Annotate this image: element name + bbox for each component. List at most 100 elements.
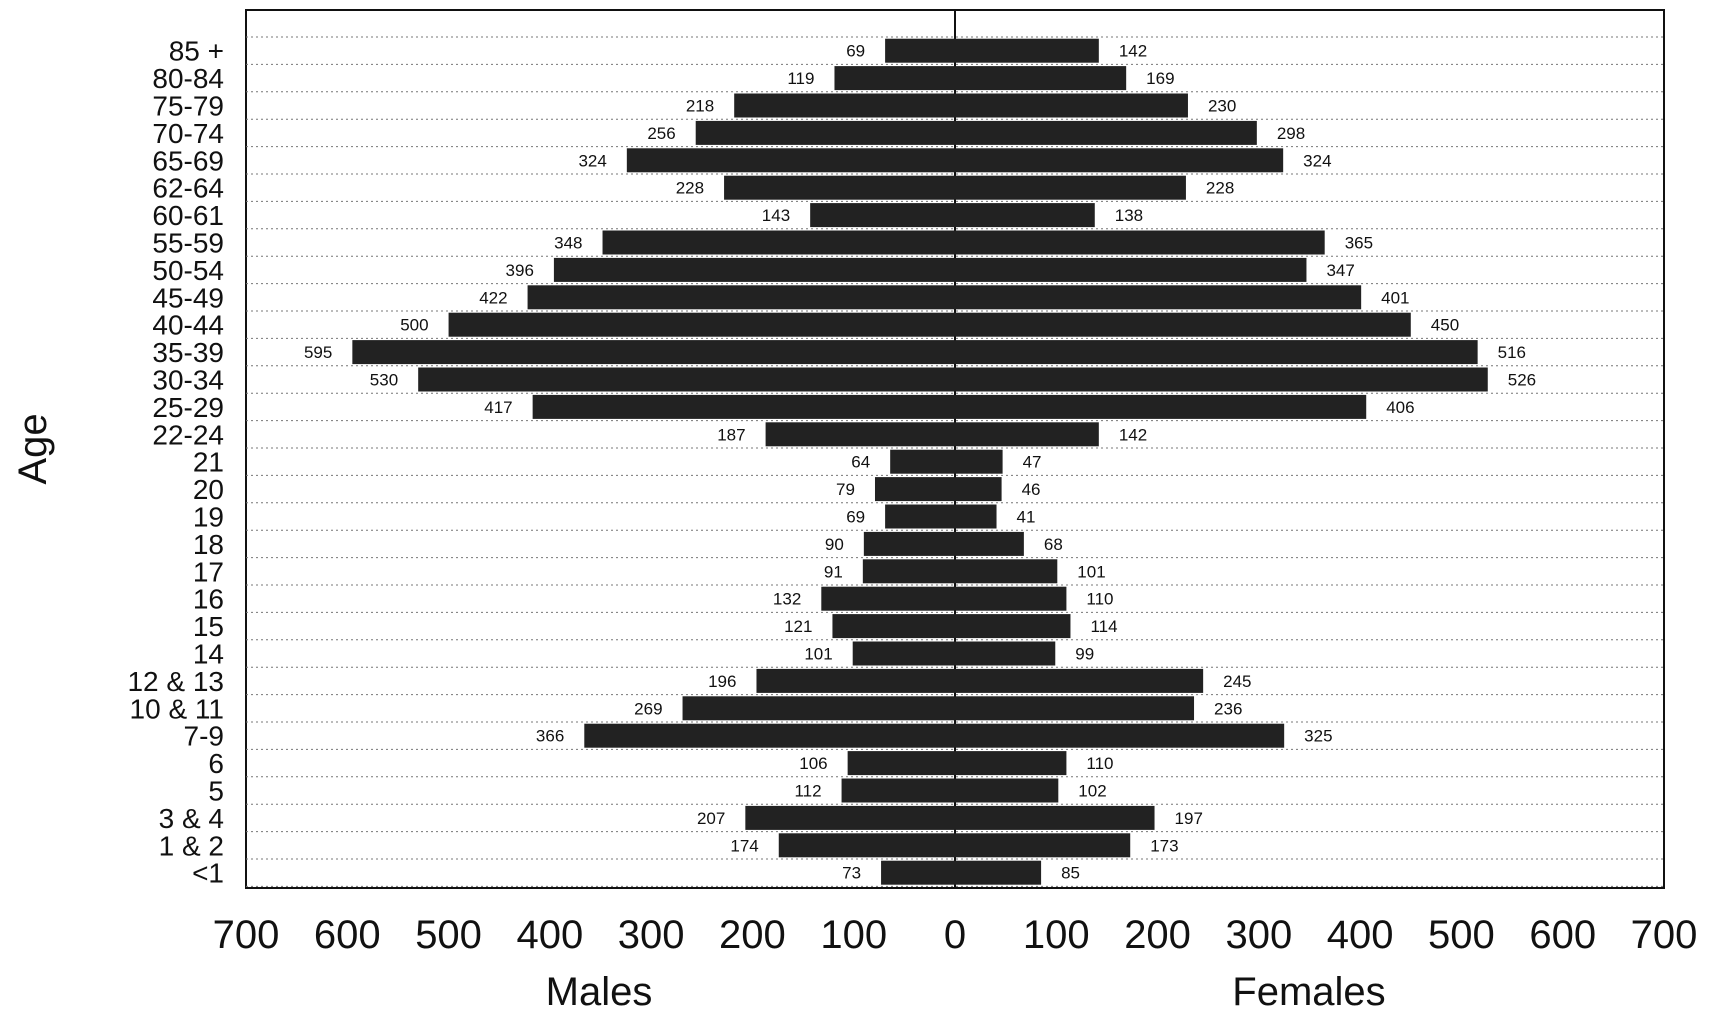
age-category-label: 50-54	[152, 255, 224, 286]
bar-males	[745, 805, 955, 830]
age-category-label: 20	[193, 474, 224, 505]
value-label-females: 365	[1345, 234, 1373, 253]
bar-females	[955, 66, 1127, 91]
age-category-label: 30-34	[152, 365, 224, 396]
value-label-males: 396	[506, 261, 534, 280]
bar-males	[834, 66, 955, 91]
age-category-label: 16	[193, 584, 224, 615]
bar-females	[955, 723, 1285, 748]
x-tick-label: 500	[415, 913, 482, 957]
value-label-males: 187	[717, 425, 745, 444]
age-category-label: 17	[193, 556, 224, 587]
x-tick-label: 600	[314, 913, 381, 957]
value-label-females: 68	[1044, 535, 1063, 554]
age-category-label: 35-39	[152, 337, 224, 368]
bar-females	[955, 805, 1155, 830]
bar-females	[955, 833, 1131, 858]
value-label-females: 347	[1326, 261, 1354, 280]
value-label-males: 530	[370, 371, 398, 390]
age-category-label: 85 +	[169, 36, 224, 67]
value-label-females: 142	[1119, 42, 1147, 61]
bar-males	[724, 175, 955, 200]
age-category-label: 21	[193, 447, 224, 478]
value-label-females: 516	[1498, 343, 1526, 362]
bar-females	[955, 614, 1071, 639]
value-label-females: 324	[1303, 151, 1331, 170]
bar-females	[955, 504, 997, 529]
value-label-males: 595	[304, 343, 332, 362]
age-category-label: 25-29	[152, 392, 224, 423]
value-label-males: 121	[784, 617, 812, 636]
age-category-label: 1 & 2	[159, 830, 224, 861]
bar-males	[756, 668, 955, 693]
value-label-females: 142	[1119, 425, 1147, 444]
value-label-males: 132	[773, 590, 801, 609]
bar-females	[955, 531, 1024, 556]
value-label-males: 79	[836, 480, 855, 499]
bar-females	[955, 477, 1002, 502]
bar-males	[885, 504, 955, 529]
bar-males	[584, 723, 955, 748]
bar-females	[955, 586, 1067, 611]
value-label-females: 401	[1381, 288, 1409, 307]
age-category-label: 10 & 11	[130, 693, 224, 724]
bar-males	[863, 531, 955, 556]
bar-females	[955, 38, 1099, 63]
x-tick-label: 100	[1023, 913, 1090, 957]
bar-males	[810, 203, 955, 228]
bar-males	[841, 778, 955, 803]
x-tick-labels: 700 600 500 400 300 200 100 0 100 200 300 400 500 600…	[213, 913, 1698, 957]
value-label-males: 196	[708, 672, 736, 691]
bar-females	[955, 203, 1095, 228]
value-label-males: 366	[536, 727, 564, 746]
value-label-females: 230	[1208, 97, 1236, 116]
gridlines	[246, 36, 1664, 887]
age-category-label: 75-79	[152, 91, 224, 122]
bar-males	[821, 586, 955, 611]
x-tick-label: 100	[820, 913, 887, 957]
age-category-label: 45-49	[152, 282, 224, 313]
x-tick-label: 200	[1124, 913, 1191, 957]
value-label-males: 119	[787, 69, 814, 88]
x-axis-title-females: Females	[1232, 970, 1385, 1014]
bar-females	[955, 230, 1325, 255]
value-label-males: 218	[686, 97, 714, 116]
bar-females	[955, 778, 1059, 803]
value-label-males: 422	[479, 288, 507, 307]
x-tick-label: 400	[516, 913, 583, 957]
bar-males	[874, 477, 955, 502]
value-label-females: 110	[1086, 754, 1113, 773]
bar-males	[695, 120, 955, 145]
value-label-males: 143	[762, 206, 790, 225]
age-category-label: 60-61	[152, 200, 224, 231]
bar-males	[418, 367, 956, 392]
value-label-females: 450	[1431, 316, 1459, 335]
bar-males	[527, 285, 955, 310]
value-label-females: 102	[1078, 782, 1106, 801]
value-label-females: 406	[1386, 398, 1414, 417]
bar-females	[955, 257, 1307, 282]
age-category-label: 55-59	[152, 228, 224, 259]
bar-females	[955, 312, 1411, 337]
age-category-label: 5	[208, 776, 224, 807]
value-label-males: 269	[634, 699, 662, 718]
value-label-males: 69	[846, 42, 865, 61]
age-category-label: 6	[208, 748, 224, 779]
x-tick-label: 700	[1631, 913, 1698, 957]
age-category-label: 70-74	[152, 118, 224, 149]
value-label-males: 112	[794, 782, 821, 801]
age-category-label: 14	[193, 639, 224, 670]
x-tick-label: 0	[944, 913, 966, 957]
value-label-males: 500	[400, 316, 428, 335]
bar-males	[862, 559, 955, 584]
value-label-males: 417	[484, 398, 512, 417]
age-category-label: 12 & 13	[127, 666, 224, 697]
value-label-males: 64	[851, 453, 870, 472]
bar-males	[890, 449, 955, 474]
value-label-females: 110	[1086, 590, 1113, 609]
x-tick-label: 700	[213, 913, 280, 957]
age-category-label: <1	[192, 858, 224, 889]
bar-females	[955, 148, 1284, 173]
bar-females	[955, 367, 1488, 392]
bar-females	[955, 285, 1362, 310]
